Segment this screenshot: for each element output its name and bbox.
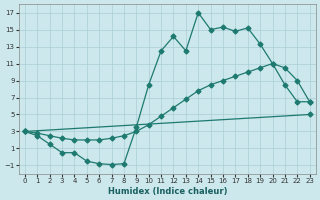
- X-axis label: Humidex (Indice chaleur): Humidex (Indice chaleur): [108, 187, 227, 196]
